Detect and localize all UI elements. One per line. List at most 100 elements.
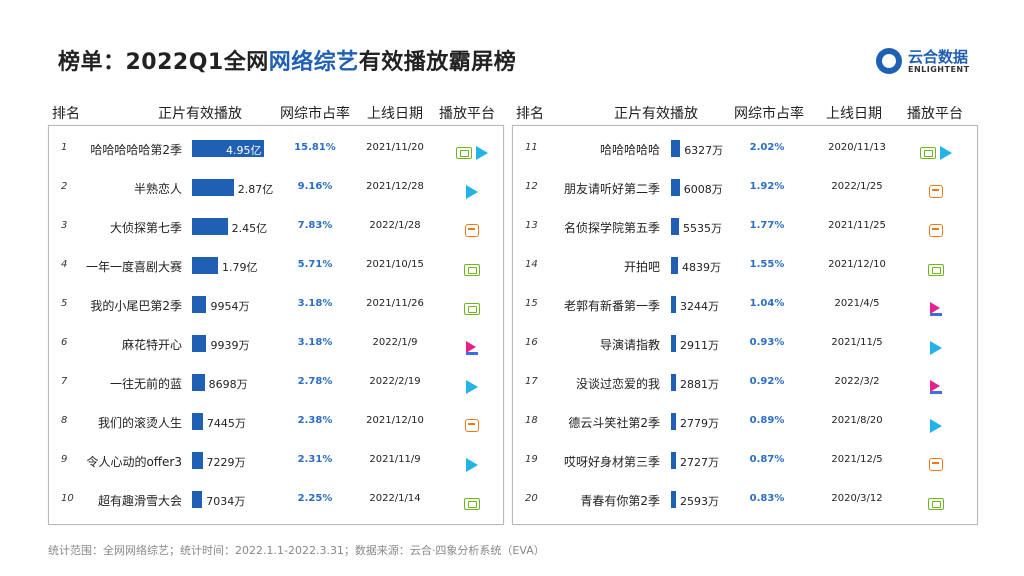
date-cell: 2021/12/10 bbox=[828, 259, 886, 270]
title-highlight: 网络综艺 bbox=[268, 50, 359, 75]
share-cell: 1.92% bbox=[749, 181, 785, 192]
views-bar bbox=[192, 296, 207, 313]
share-cell: 2.31% bbox=[297, 454, 333, 465]
share-cell: 1.04% bbox=[749, 298, 785, 309]
rank-cell: 4 bbox=[61, 259, 68, 270]
rank-cell: 12 bbox=[525, 181, 538, 192]
header-views-left: 正片有效播放 bbox=[158, 106, 242, 122]
date-cell: 2022/1/25 bbox=[831, 181, 883, 192]
rank-cell: 17 bbox=[525, 376, 538, 387]
platform-cell bbox=[901, 415, 971, 433]
views-label: 4839万 bbox=[682, 261, 722, 274]
views-bar bbox=[192, 452, 203, 469]
platform-cell bbox=[442, 259, 502, 276]
date-cell: 2021/11/25 bbox=[828, 220, 886, 231]
date-cell: 2020/3/12 bbox=[831, 493, 883, 504]
show-name: 没谈过恋爱的我 bbox=[575, 377, 660, 391]
platform-cell bbox=[442, 337, 502, 355]
show-name: 我的小尾巴第2季 bbox=[90, 299, 182, 313]
table-row: 15 老郭有新番第一季 3244万 1.04% 2021/4/5 bbox=[513, 286, 977, 325]
ranking-panel-left: 1 哈哈哈哈哈第2季 4.95亿 15.81% 2021/11/20 2 半熟恋人 2.87亿… bbox=[48, 125, 504, 525]
table-row: 1 哈哈哈哈哈第2季 4.95亿 15.81% 2021/11/20 bbox=[49, 130, 503, 169]
date-cell: 2021/12/28 bbox=[366, 181, 424, 192]
logo-mark-icon bbox=[876, 48, 902, 74]
views-label: 4.95亿 bbox=[226, 144, 262, 157]
header-views-right: 正片有效播放 bbox=[614, 106, 698, 122]
table-row: 19 哎呀好身材第三季 2727万 0.87% 2021/12/5 bbox=[513, 442, 977, 481]
show-name: 麻花特开心 bbox=[121, 338, 182, 352]
header-date-left: 上线日期 bbox=[367, 106, 423, 122]
views-label: 7445万 bbox=[206, 417, 246, 430]
tencent-video-icon bbox=[476, 145, 488, 160]
share-cell: 2.02% bbox=[749, 142, 785, 153]
views-label: 1.79亿 bbox=[222, 261, 258, 274]
tencent-video-icon bbox=[930, 418, 942, 433]
show-name: 大侦探第七季 bbox=[109, 221, 182, 235]
platform-cell bbox=[442, 376, 502, 394]
share-cell: 1.55% bbox=[749, 259, 785, 270]
views-bar bbox=[671, 452, 676, 469]
date-cell: 2021/4/5 bbox=[834, 298, 880, 309]
share-cell: 1.77% bbox=[749, 220, 785, 231]
header-date-right: 上线日期 bbox=[826, 106, 882, 122]
views-bar bbox=[671, 140, 681, 157]
views-label: 9939万 bbox=[210, 339, 250, 352]
show-name: 我们的滚烫人生 bbox=[97, 416, 182, 430]
rank-cell: 6 bbox=[61, 337, 68, 348]
table-row: 6 麻花特开心 9939万 3.18% 2022/1/9 bbox=[49, 325, 503, 364]
views-bar bbox=[192, 374, 205, 391]
views-label: 2593万 bbox=[680, 495, 719, 508]
platform-cell bbox=[442, 298, 502, 315]
table-row: 18 德云斗笑社第2季 2779万 0.89% 2021/8/20 bbox=[513, 403, 977, 442]
rank-cell: 19 bbox=[525, 454, 538, 465]
table-row: 16 导演请指教 2911万 0.93% 2021/11/5 bbox=[513, 325, 977, 364]
mango-tv-icon bbox=[929, 185, 943, 198]
iqiyi-icon bbox=[920, 146, 936, 159]
views-label: 2.45亿 bbox=[231, 222, 268, 235]
table-row: 5 我的小尾巴第2季 9954万 3.18% 2021/11/26 bbox=[49, 286, 503, 325]
tencent-video-icon bbox=[466, 379, 478, 394]
table-row: 7 一往无前的蓝 8698万 2.78% 2022/2/19 bbox=[49, 364, 503, 403]
views-label: 2881万 bbox=[680, 378, 719, 391]
title-suffix: 有效播放霸屏榜 bbox=[358, 50, 517, 75]
tencent-video-icon bbox=[466, 184, 478, 199]
views-bar bbox=[192, 218, 228, 235]
header-platform-right: 播放平台 bbox=[907, 106, 963, 122]
table-row: 12 朋友请听好第二季 6008万 1.92% 2022/1/25 bbox=[513, 169, 977, 208]
show-name: 超有趣滑雪大会 bbox=[97, 494, 182, 508]
views-label: 2779万 bbox=[680, 417, 719, 430]
tencent-video-icon bbox=[466, 457, 478, 472]
views-bar bbox=[192, 140, 264, 157]
rank-cell: 9 bbox=[61, 454, 68, 465]
platform-cell bbox=[901, 259, 971, 276]
ranking-panel-right: 11 哈哈哈哈哈 6327万 2.02% 2020/11/13 12 朋友请听好第二季 600… bbox=[512, 125, 978, 525]
rank-cell: 20 bbox=[525, 493, 538, 504]
show-name: 哈哈哈哈哈 bbox=[599, 143, 660, 157]
views-label: 3244万 bbox=[680, 300, 719, 313]
title-prefix: 榜单：2022Q1全网 bbox=[58, 50, 269, 75]
date-cell: 2021/11/26 bbox=[366, 298, 424, 309]
views-bar bbox=[671, 374, 676, 391]
page-title: 榜单：2022Q1全网网络综艺有效播放霸屏榜 bbox=[58, 44, 516, 76]
views-label: 6327万 bbox=[684, 144, 724, 157]
share-cell: 0.83% bbox=[749, 493, 785, 504]
iqiyi-icon bbox=[456, 146, 472, 159]
share-cell: 0.92% bbox=[749, 376, 785, 387]
date-cell: 2022/1/14 bbox=[369, 493, 421, 504]
share-cell: 5.71% bbox=[297, 259, 333, 270]
tencent-video-icon bbox=[940, 145, 952, 160]
platform-cell bbox=[442, 220, 502, 237]
show-name: 老郭有新番第一季 bbox=[563, 299, 660, 313]
mango-tv-icon bbox=[929, 224, 943, 237]
platform-cell bbox=[442, 415, 502, 432]
table-row: 20 青春有你第2季 2593万 0.83% 2020/3/12 bbox=[513, 481, 977, 520]
show-name: 青春有你第2季 bbox=[580, 494, 660, 508]
show-name: 德云斗笑社第2季 bbox=[568, 416, 660, 430]
header-share-right: 网综市占率 bbox=[734, 106, 804, 122]
rank-cell: 1 bbox=[61, 142, 68, 153]
logo-en-text: ENLIGHTENT bbox=[908, 65, 970, 74]
date-cell: 2021/12/5 bbox=[831, 454, 883, 465]
views-bar bbox=[192, 179, 234, 196]
rank-cell: 10 bbox=[61, 493, 74, 504]
rank-cell: 2 bbox=[61, 181, 68, 192]
